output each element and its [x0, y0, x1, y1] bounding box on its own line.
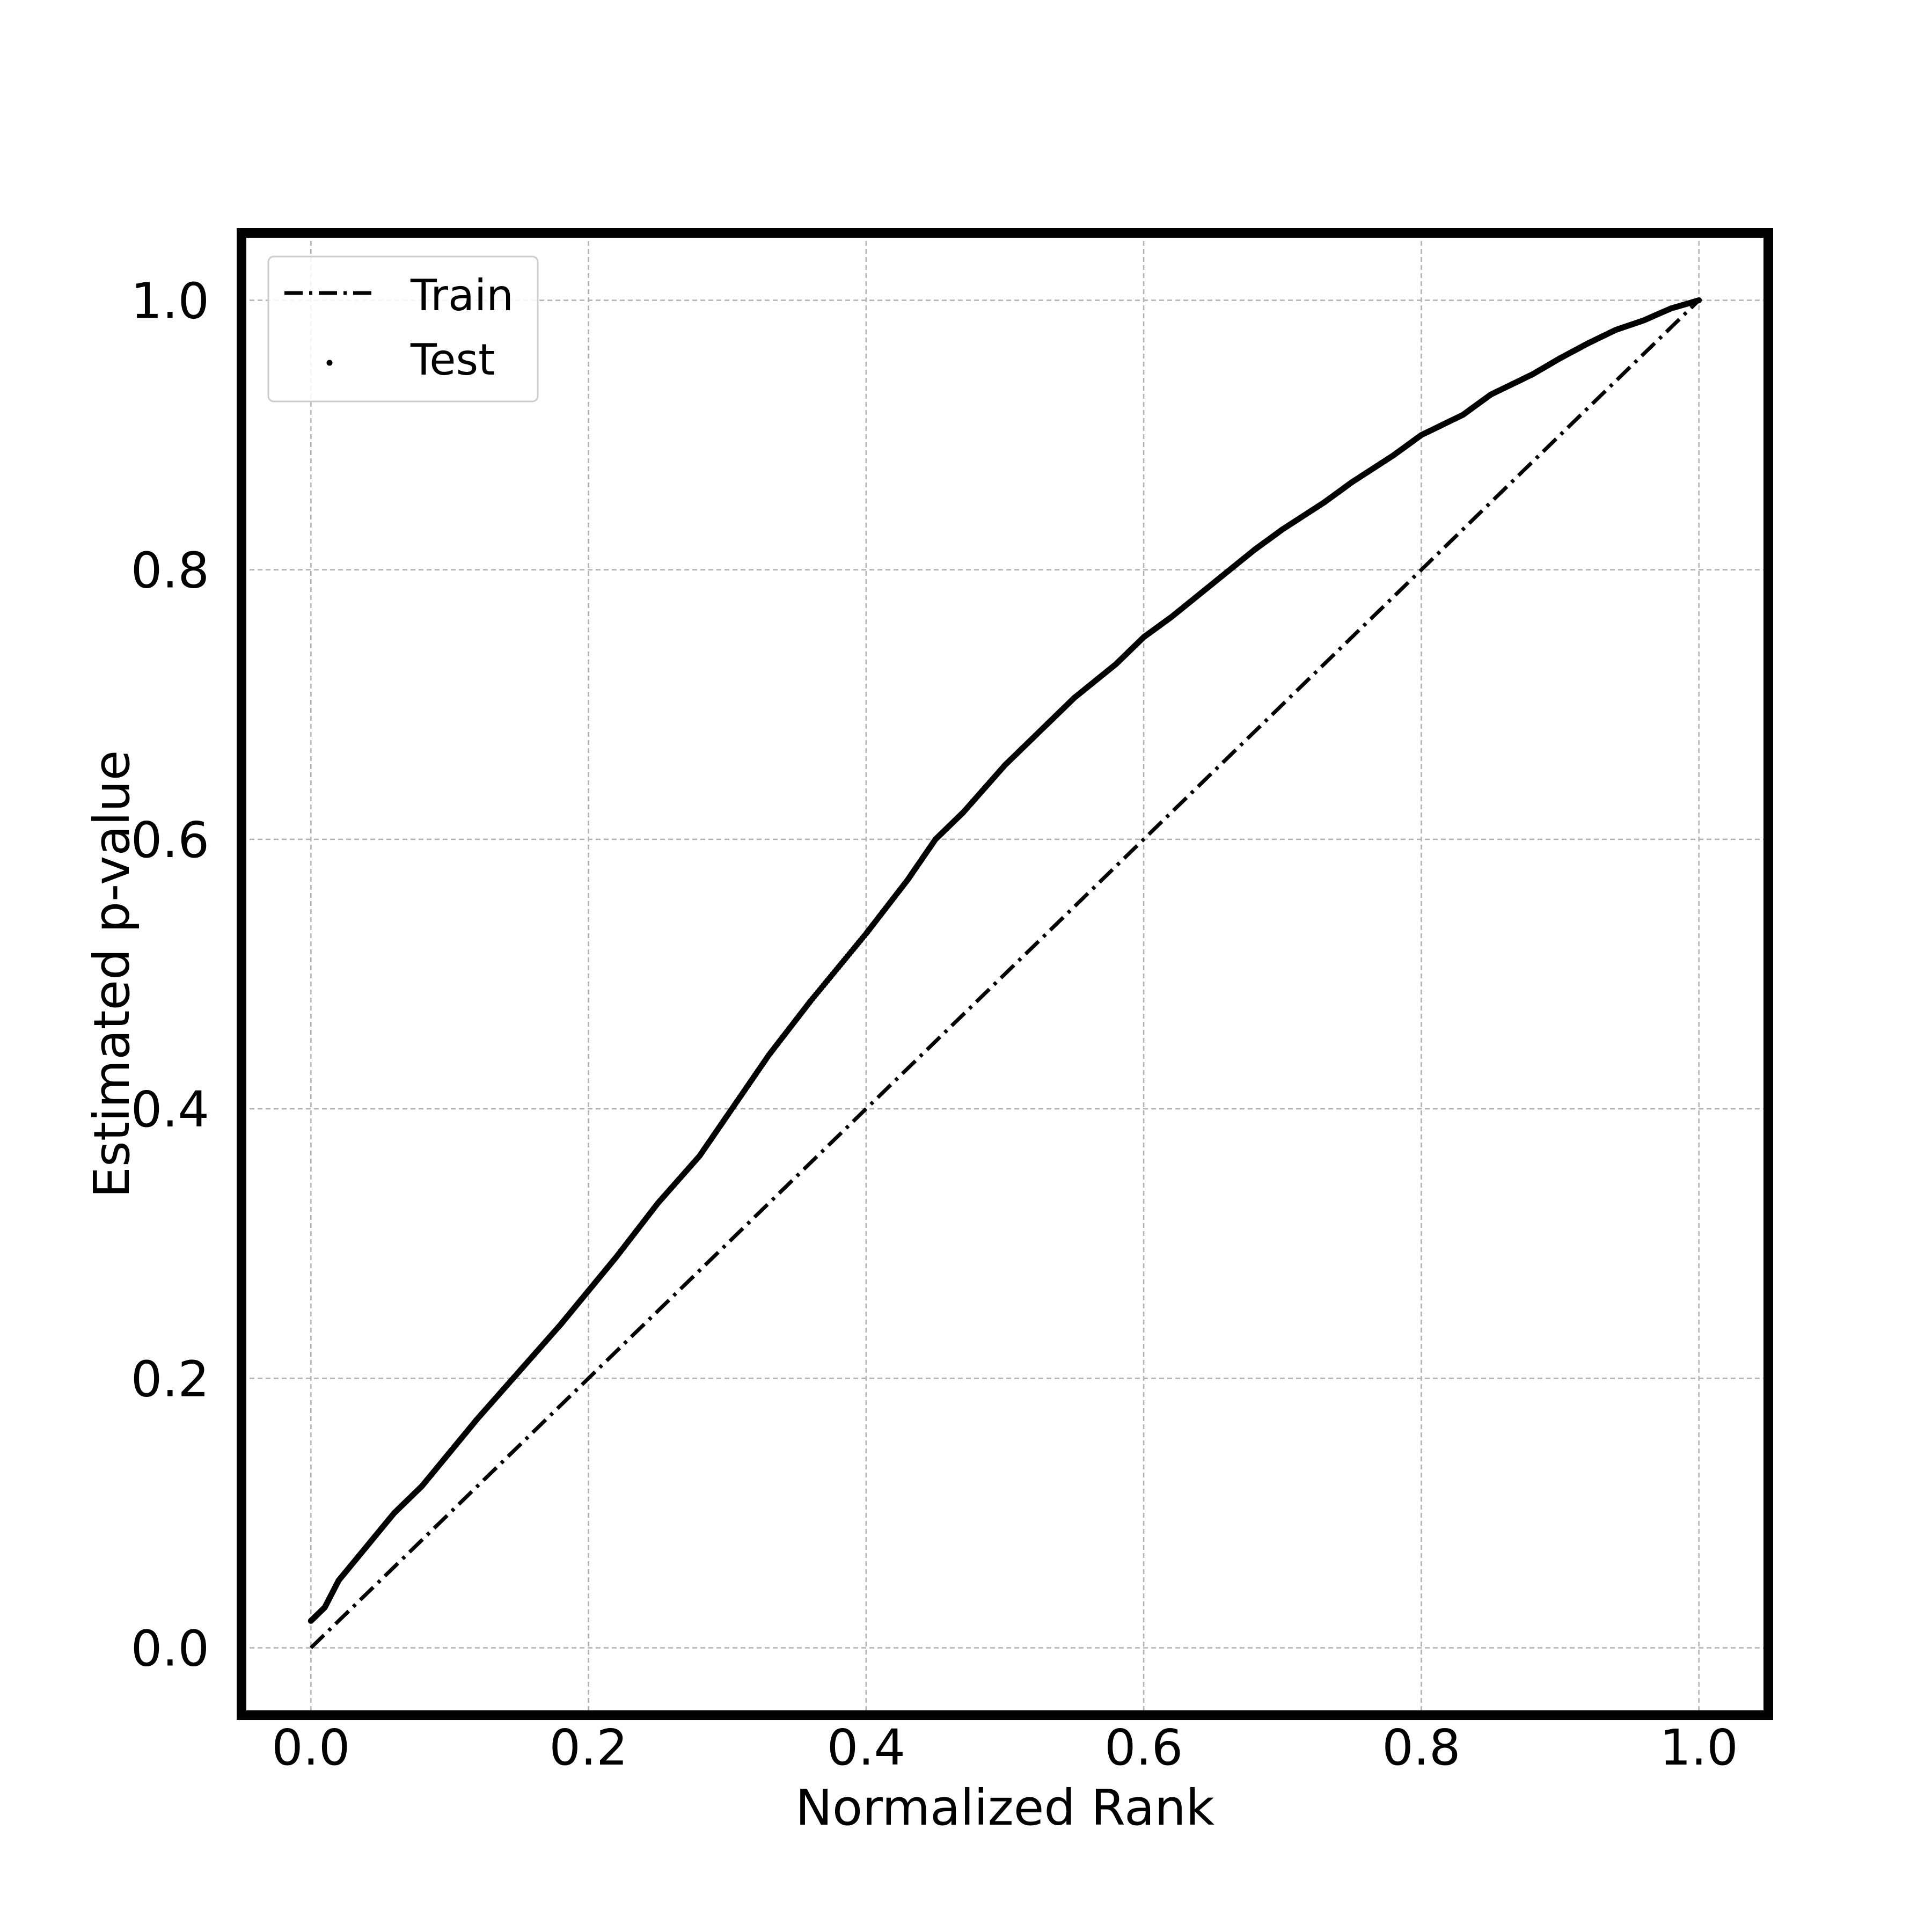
y-tick-label: 0.2 — [131, 1350, 209, 1408]
legend-label-train: Train — [410, 270, 514, 320]
series-line-train — [309, 299, 1701, 1649]
legend: Train Test — [267, 255, 539, 402]
legend-label-test: Test — [410, 335, 495, 385]
y-tick-label: 0.8 — [131, 542, 209, 599]
x-tick-label: 0.4 — [827, 1719, 905, 1776]
x-tick-label: 0.0 — [272, 1719, 350, 1776]
y-tick-label: 0.0 — [131, 1620, 209, 1677]
x-tick-label: 0.8 — [1382, 1719, 1460, 1776]
test-point — [1696, 297, 1702, 304]
y-tick-label: 0.6 — [131, 811, 209, 869]
grid — [241, 233, 1768, 1715]
tick-labels: 0.0 0.2 0.4 0.6 0.8 1.0 0.0 0.2 0.4 0.6 0.8 1.0 — [131, 273, 1738, 1776]
y-tick-label: 1.0 — [131, 273, 209, 330]
legend-test-swatch — [326, 360, 333, 366]
y-axis-label: Estimated p-value — [83, 750, 141, 1198]
y-tick-label: 0.4 — [131, 1081, 209, 1138]
x-tick-label: 0.2 — [549, 1719, 627, 1776]
plot-frame — [237, 228, 1773, 1720]
plot-series — [308, 297, 1702, 1649]
x-axis-label: Normalized Rank — [795, 1779, 1215, 1836]
x-tick-label: 1.0 — [1660, 1719, 1738, 1776]
x-tick-label: 0.6 — [1104, 1719, 1183, 1776]
series-test-points — [308, 297, 1702, 1624]
